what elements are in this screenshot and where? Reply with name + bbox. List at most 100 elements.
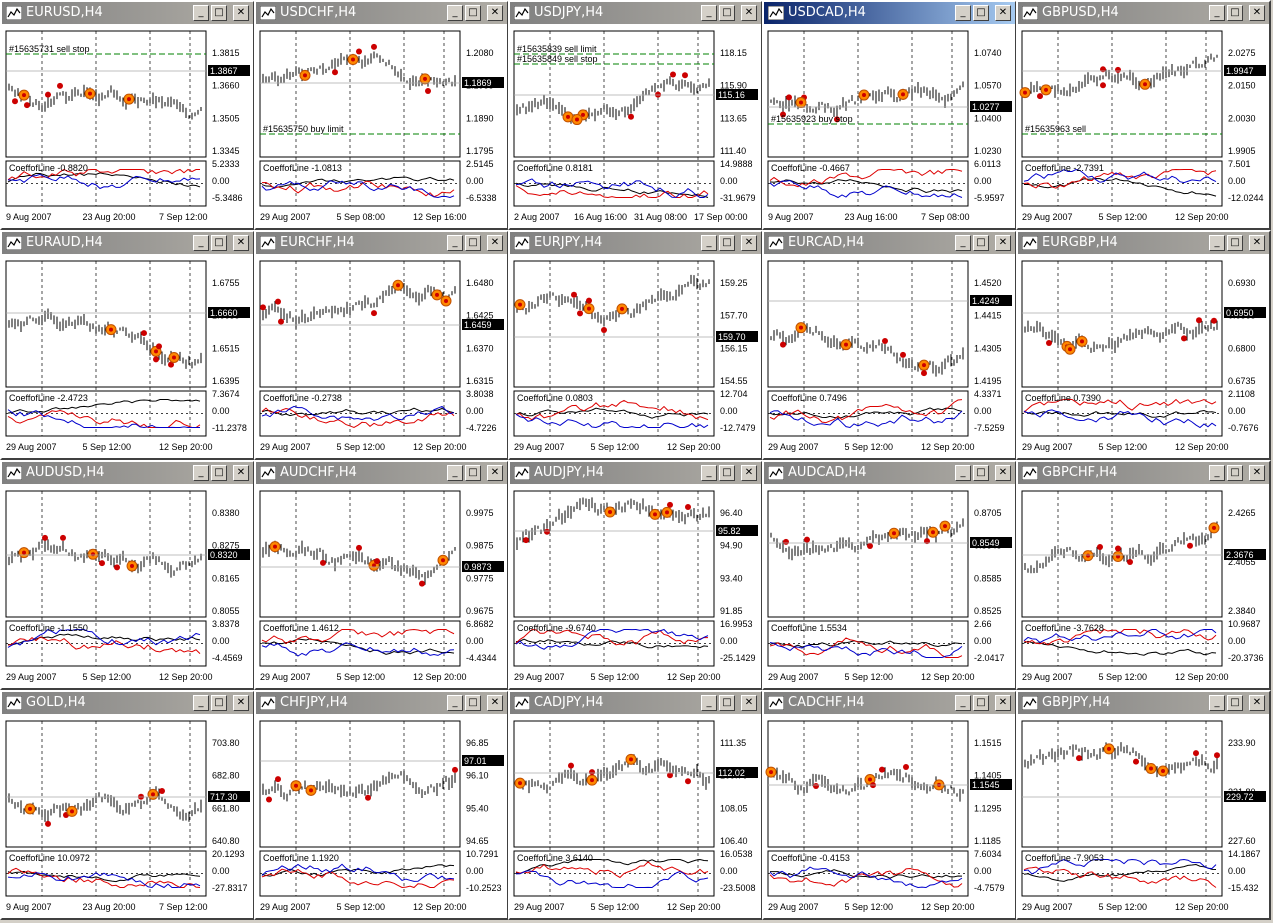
- chart-window[interactable]: AUDCHF,H4 _ □ ✕ 0.9975 0.9875 0.9775 0.9675 0.98…: [254, 460, 509, 690]
- close-button[interactable]: ✕: [995, 465, 1011, 481]
- chart-plot-area[interactable]: 0.8380 0.8275 0.8165 0.8055 0.8320 CoeffofLin…: [2, 484, 253, 688]
- chart-window[interactable]: AUDJPY,H4 _ □ ✕ 96.40 94.90 93.40 91.85 95.82 Coe…: [508, 460, 763, 690]
- chart-plot-area[interactable]: #15635963 sell 2.0275 2.0150 2.0030 1.9905 1.…: [1018, 24, 1269, 228]
- window-title-bar[interactable]: GOLD,H4 _ □ ✕: [2, 692, 253, 714]
- close-button[interactable]: ✕: [1249, 5, 1265, 21]
- maximize-button[interactable]: □: [465, 465, 481, 481]
- chart-window[interactable]: GOLD,H4 _ □ ✕ 703.80 682.80 661.80 640.80 717.30…: [0, 690, 255, 920]
- close-button[interactable]: ✕: [741, 465, 757, 481]
- minimize-button[interactable]: _: [447, 5, 463, 21]
- minimize-button[interactable]: _: [193, 5, 209, 21]
- close-button[interactable]: ✕: [1249, 235, 1265, 251]
- chart-window[interactable]: USDCHF,H4 _ □ ✕ #15635750 buy limit 1.2080 1.1…: [254, 0, 509, 230]
- minimize-button[interactable]: _: [447, 695, 463, 711]
- minimize-button[interactable]: _: [1209, 465, 1225, 481]
- close-button[interactable]: ✕: [233, 465, 249, 481]
- maximize-button[interactable]: □: [719, 5, 735, 21]
- chart-plot-area[interactable]: 703.80 682.80 661.80 640.80 717.30 CoeffofLin…: [2, 714, 253, 918]
- window-title-bar[interactable]: EURJPY,H4 _ □ ✕: [510, 232, 761, 254]
- minimize-button[interactable]: _: [955, 695, 971, 711]
- chart-window[interactable]: EURAUD,H4_□✕1.67551.66351.65151.63951.66…: [0, 230, 255, 460]
- maximize-button[interactable]: □: [1227, 235, 1243, 251]
- maximize-button[interactable]: □: [211, 5, 227, 21]
- chart-plot-area[interactable]: #15635923 buy stop 1.0740 1.0570 1.0400 1.02…: [764, 24, 1015, 228]
- window-title-bar[interactable]: AUDJPY,H4 _ □ ✕: [510, 462, 761, 484]
- maximize-button[interactable]: □: [465, 5, 481, 21]
- chart-window[interactable]: EURJPY,H4 _ □ ✕ 159.25 157.70 156.15 154.55 159.…: [508, 230, 763, 460]
- window-title-bar[interactable]: CADCHF,H4 _ □ ✕: [764, 692, 1015, 714]
- minimize-button[interactable]: _: [1209, 5, 1225, 21]
- minimize-button[interactable]: _: [447, 465, 463, 481]
- close-button[interactable]: ✕: [995, 235, 1011, 251]
- window-title-bar[interactable]: USDCHF,H4 _ □ ✕: [256, 2, 507, 24]
- chart-plot-area[interactable]: #15635750 buy limit1.20801.19851.18901.1…: [256, 24, 507, 228]
- maximize-button[interactable]: □: [465, 235, 481, 251]
- chart-plot-area[interactable]: 96.40 94.90 93.40 91.85 95.82 CoeffofLine -9.…: [510, 484, 761, 688]
- close-button[interactable]: ✕: [487, 695, 503, 711]
- close-button[interactable]: ✕: [233, 695, 249, 711]
- close-button[interactable]: ✕: [487, 235, 503, 251]
- close-button[interactable]: ✕: [741, 5, 757, 21]
- maximize-button[interactable]: □: [719, 235, 735, 251]
- chart-window[interactable]: AUDCAD,H4_□✕0.87050.86450.85850.85250.85…: [762, 460, 1017, 690]
- minimize-button[interactable]: _: [701, 465, 717, 481]
- maximize-button[interactable]: □: [973, 235, 989, 251]
- maximize-button[interactable]: □: [973, 5, 989, 21]
- window-title-bar[interactable]: EURGBP,H4 _ □ ✕: [1018, 232, 1269, 254]
- maximize-button[interactable]: □: [211, 695, 227, 711]
- maximize-button[interactable]: □: [973, 465, 989, 481]
- chart-plot-area[interactable]: 1.4520 1.4415 1.4305 1.4195 1.4249 CoeffofLin…: [764, 254, 1015, 458]
- minimize-button[interactable]: _: [955, 5, 971, 21]
- chart-plot-area[interactable]: 0.69300.68650.68000.67350.6950CoeffofLin…: [1018, 254, 1269, 458]
- close-button[interactable]: ✕: [233, 235, 249, 251]
- window-title-bar[interactable]: GBPCHF,H4 _ □ ✕: [1018, 462, 1269, 484]
- maximize-button[interactable]: □: [973, 695, 989, 711]
- window-title-bar[interactable]: EURUSD,H4 _ □ ✕: [2, 2, 253, 24]
- close-button[interactable]: ✕: [487, 5, 503, 21]
- chart-plot-area[interactable]: 111.35109.70108.05106.40112.02CoeffofLin…: [510, 714, 761, 918]
- chart-plot-area[interactable]: 96.85 96.10 95.40 94.65 97.01 CoeffofLine 1.1…: [256, 714, 507, 918]
- chart-plot-area[interactable]: 0.87050.86450.85850.85250.8549CoeffofLin…: [764, 484, 1015, 688]
- minimize-button[interactable]: _: [193, 465, 209, 481]
- maximize-button[interactable]: □: [211, 235, 227, 251]
- window-title-bar[interactable]: EURCAD,H4 _ □ ✕: [764, 232, 1015, 254]
- maximize-button[interactable]: □: [719, 465, 735, 481]
- chart-plot-area[interactable]: 1.67551.66351.65151.63951.6660CoeffofLin…: [2, 254, 253, 458]
- close-button[interactable]: ✕: [233, 5, 249, 21]
- chart-window[interactable]: AUDUSD,H4 _ □ ✕ 0.8380 0.8275 0.8165 0.8055 0.83…: [0, 460, 255, 690]
- minimize-button[interactable]: _: [701, 5, 717, 21]
- chart-window[interactable]: GBPJPY,H4_□✕233.90231.80227.60229.72Coef…: [1016, 690, 1271, 920]
- chart-plot-area[interactable]: 2.4265 2.4055 2.3840 2.3676 CoeffofLine -3.7…: [1018, 484, 1269, 688]
- window-title-bar[interactable]: CHFJPY,H4 _ □ ✕: [256, 692, 507, 714]
- window-title-bar[interactable]: GBPUSD,H4 _ □ ✕: [1018, 2, 1269, 24]
- close-button[interactable]: ✕: [741, 235, 757, 251]
- window-title-bar[interactable]: USDJPY,H4 _ □ ✕: [510, 2, 761, 24]
- window-title-bar[interactable]: AUDUSD,H4 _ □ ✕: [2, 462, 253, 484]
- chart-window[interactable]: EURCHF,H4 _ □ ✕ 1.6480 1.6425 1.6370 1.6315 1.64…: [254, 230, 509, 460]
- minimize-button[interactable]: _: [1209, 235, 1225, 251]
- minimize-button[interactable]: _: [193, 695, 209, 711]
- chart-window[interactable]: EURUSD,H4 _ □ ✕ #15635731 sell stop 1.3815 1.3…: [0, 0, 255, 230]
- maximize-button[interactable]: □: [1227, 695, 1243, 711]
- maximize-button[interactable]: □: [719, 695, 735, 711]
- chart-plot-area[interactable]: 1.6480 1.6425 1.6370 1.6315 1.6459 CoeffofLin…: [256, 254, 507, 458]
- chart-plot-area[interactable]: #15635839 sell limit #15635849 sell stop 1…: [510, 24, 761, 228]
- close-button[interactable]: ✕: [1249, 465, 1265, 481]
- close-button[interactable]: ✕: [487, 465, 503, 481]
- chart-window[interactable]: CHFJPY,H4 _ □ ✕ 96.85 96.10 95.40 94.65 97.01 Coe…: [254, 690, 509, 920]
- minimize-button[interactable]: _: [701, 695, 717, 711]
- window-title-bar[interactable]: USDCAD,H4 _ □ ✕: [764, 2, 1015, 24]
- close-button[interactable]: ✕: [741, 695, 757, 711]
- close-button[interactable]: ✕: [1249, 695, 1265, 711]
- maximize-button[interactable]: □: [211, 465, 227, 481]
- chart-window[interactable]: GBPUSD,H4 _ □ ✕ #15635963 sell 2.0275 2.0150 2.…: [1016, 0, 1271, 230]
- window-title-bar[interactable]: AUDCHF,H4 _ □ ✕: [256, 462, 507, 484]
- maximize-button[interactable]: □: [1227, 465, 1243, 481]
- minimize-button[interactable]: _: [955, 465, 971, 481]
- chart-window[interactable]: USDJPY,H4 _ □ ✕ #15635839 sell limit #1563584…: [508, 0, 763, 230]
- chart-plot-area[interactable]: #15635731 sell stop 1.3815 1.3660 1.3505 1.3…: [2, 24, 253, 228]
- chart-window[interactable]: USDCAD,H4 _ □ ✕ #15635923 buy stop 1.0740 1.05…: [762, 0, 1017, 230]
- minimize-button[interactable]: _: [701, 235, 717, 251]
- minimize-button[interactable]: _: [447, 235, 463, 251]
